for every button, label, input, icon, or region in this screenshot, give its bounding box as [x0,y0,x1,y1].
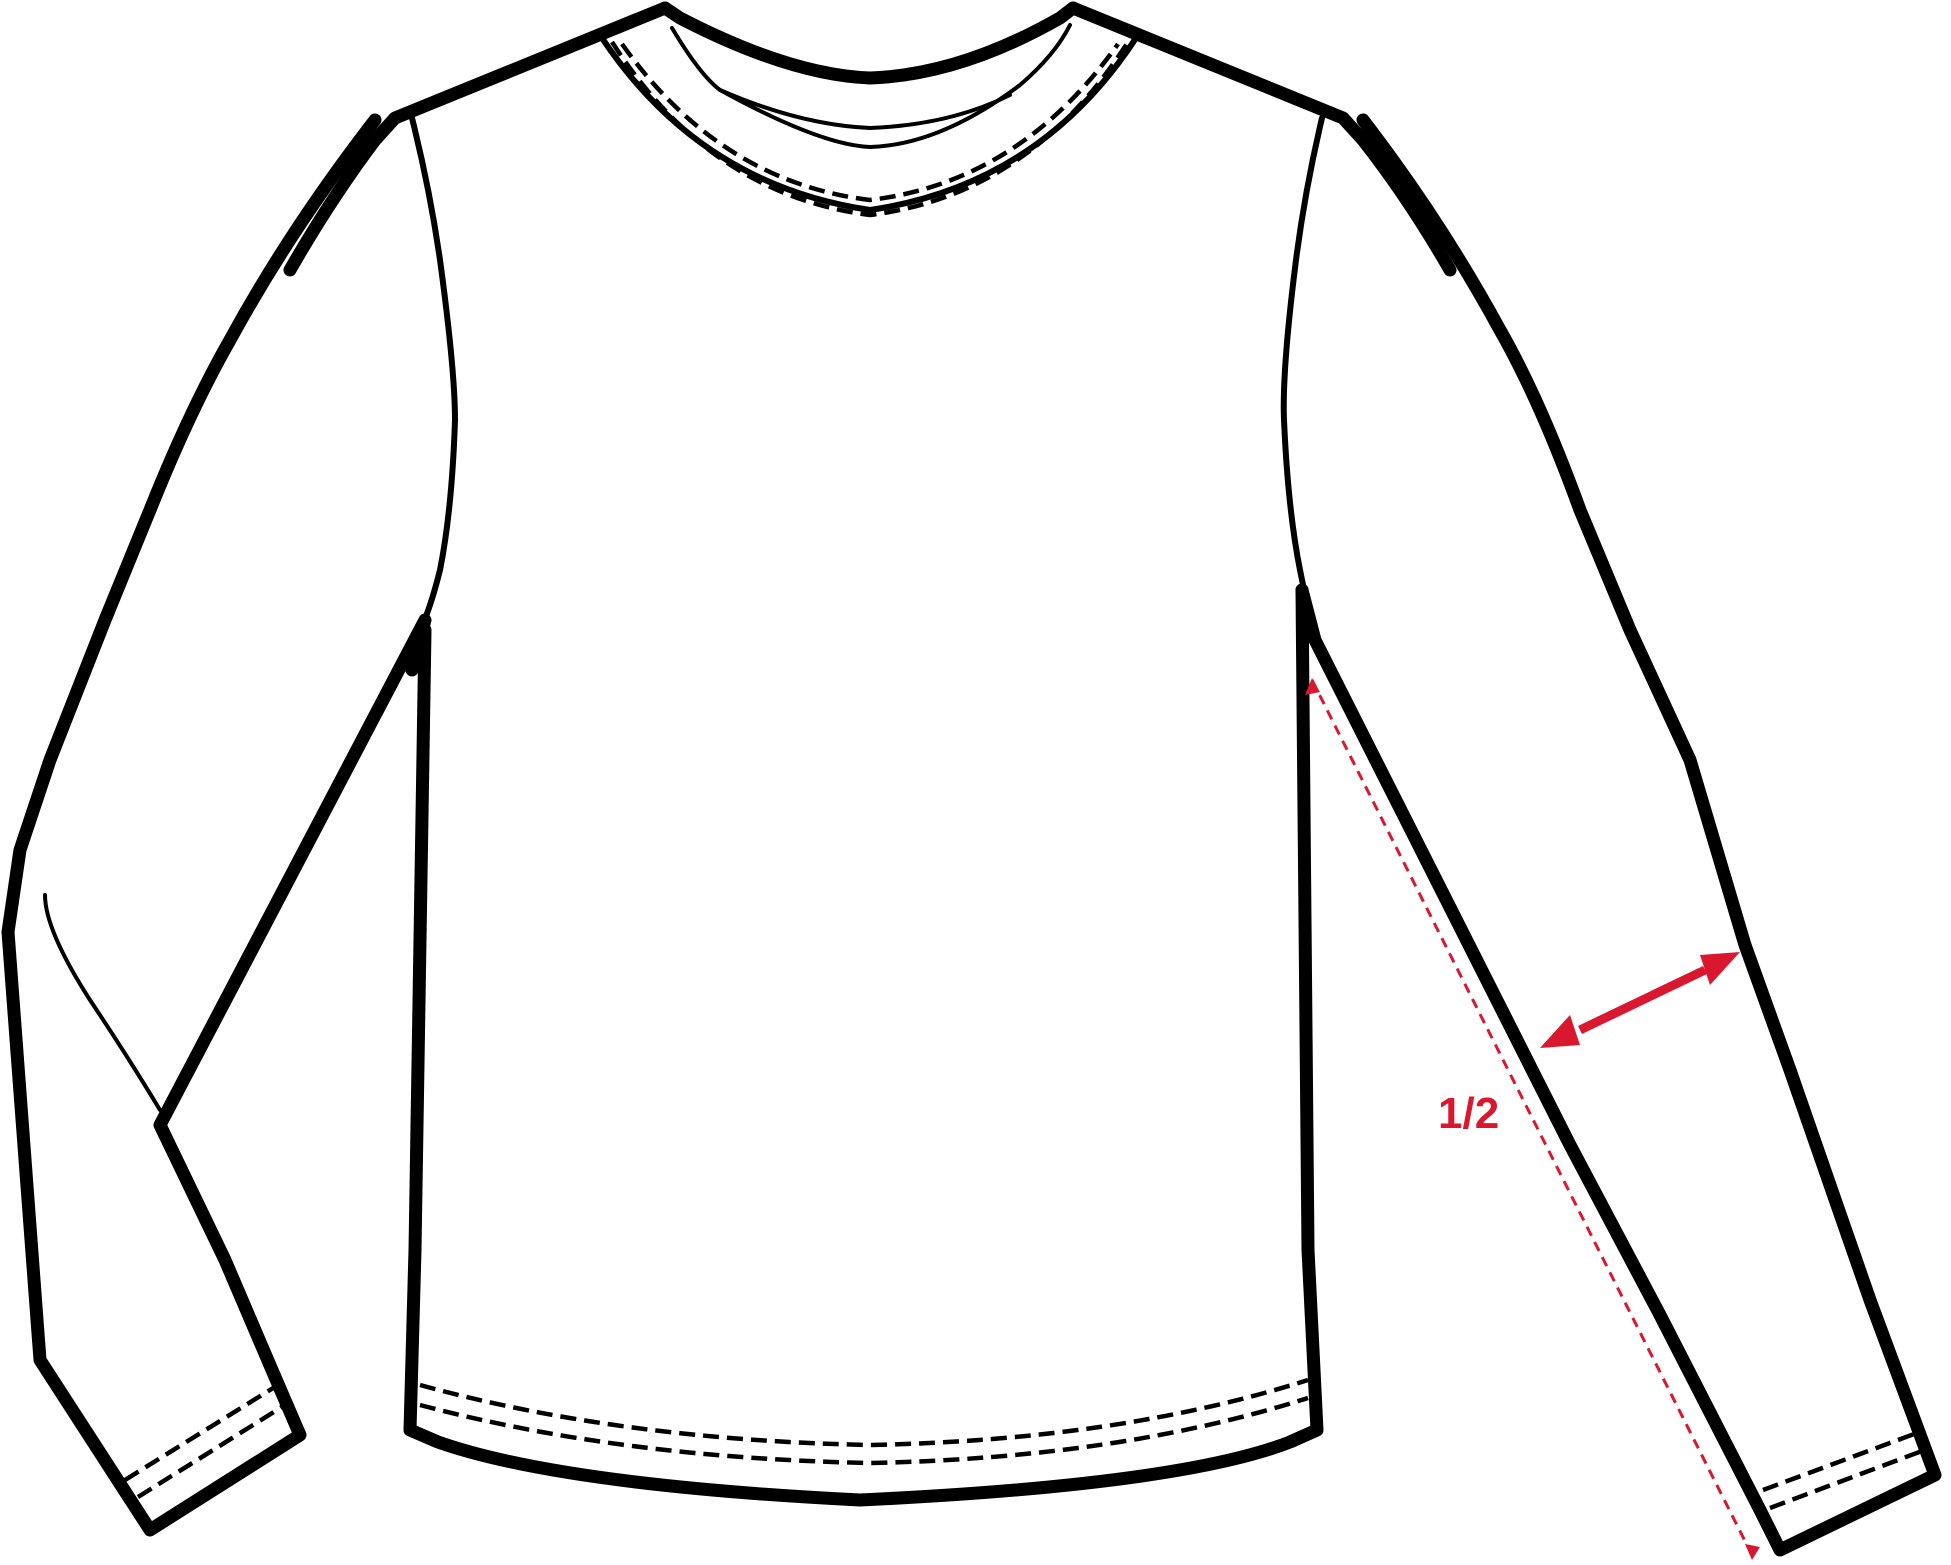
collar-back-line [718,88,1012,130]
left-shoulder-outline [283,1,672,277]
sleeve-width-arrow [1540,952,1740,1048]
neck-stitch-inner [620,42,1120,203]
hem-stitch-2 [419,1395,1309,1466]
neck-stitch-outer [610,40,1130,218]
right-cuff-stitch-1 [1762,1427,1926,1493]
hem-stitch-1 [419,1377,1309,1448]
right-cuff-stitch-2 [1769,1445,1931,1511]
right-shoulder-outline [1066,1,1457,277]
right-sleeve-outline [1295,113,1942,1557]
left-cuff-stitch-2 [136,1403,287,1499]
collar-inner [670,23,1072,149]
left-armhole-seam [409,115,458,633]
right-armhole-seam [1280,115,1325,643]
left-sleeve-inner-crease [43,893,162,1112]
sleeve-length-arrow-top [1305,678,1320,695]
left-cuff-stitch-1 [123,1383,280,1482]
sleeve-measurement-label: 1/2 [1438,1089,1499,1138]
left-sleeve-outline [1,113,432,1537]
collar-outer [658,1,1080,85]
neckline-front-curve [599,35,1139,213]
sleeve-length-arrow-bottom [1745,1544,1760,1560]
sleeve-length-measure-line [1310,679,1754,1556]
body-outline [403,583,1324,1507]
